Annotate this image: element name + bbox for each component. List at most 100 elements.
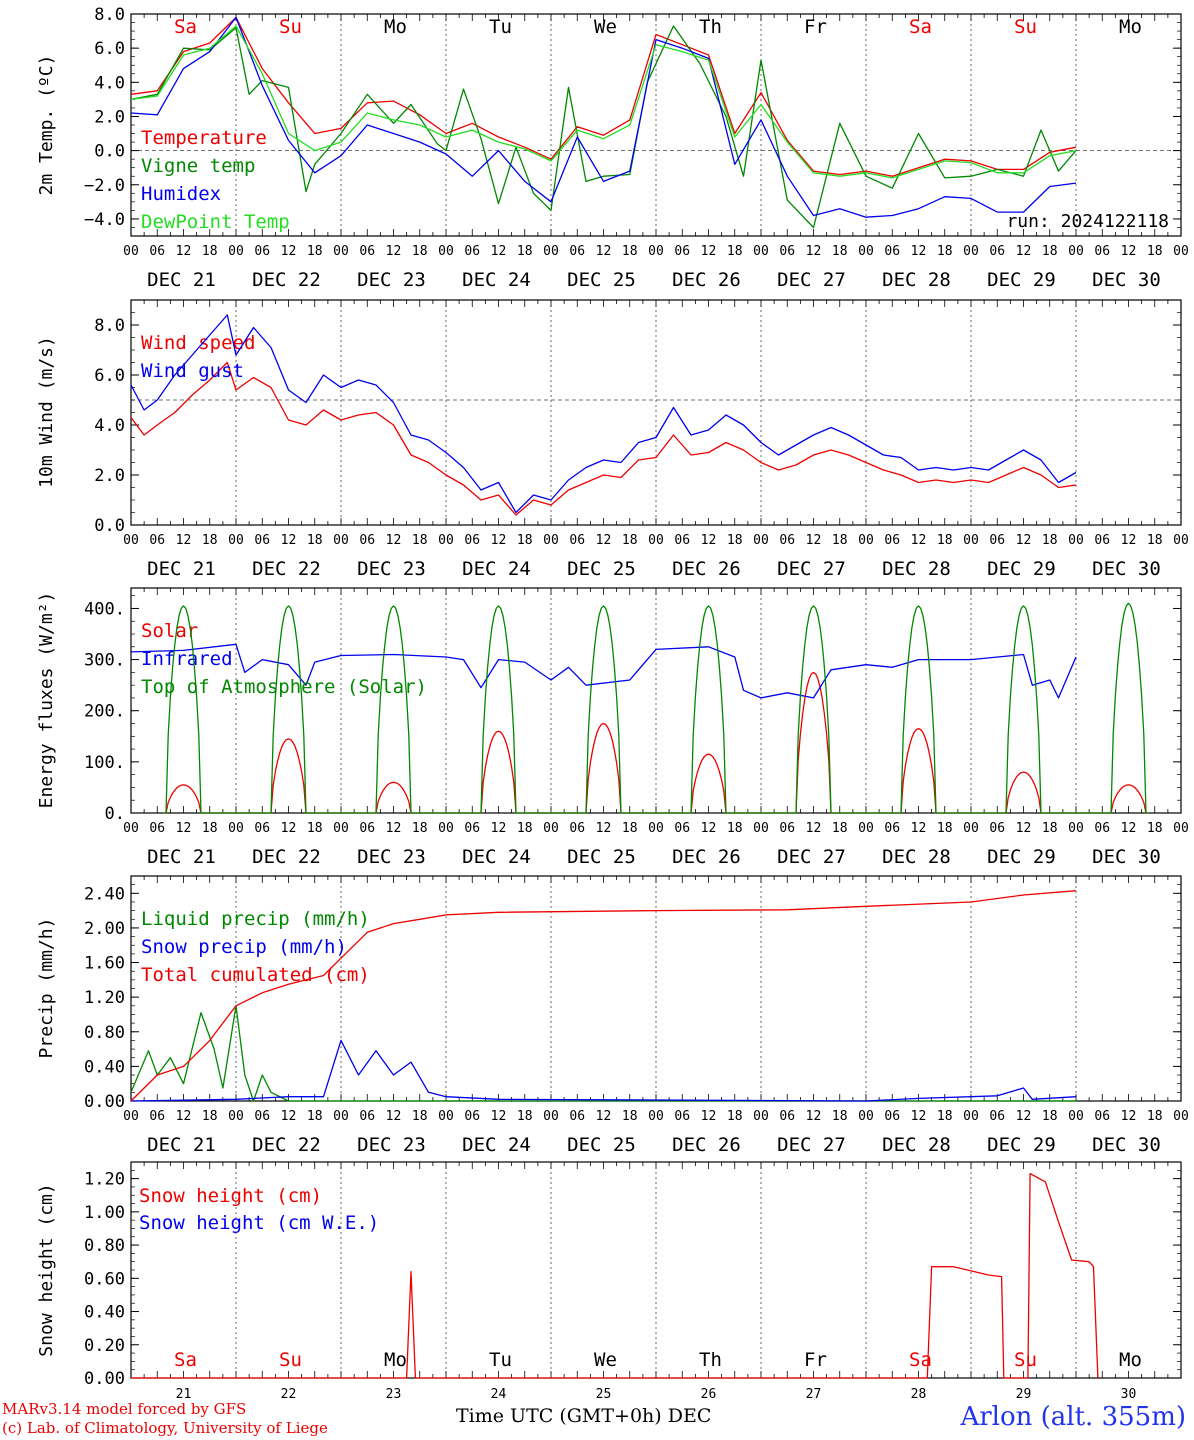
y-tick-label-snow: 1.20 — [84, 1170, 125, 1190]
x-hour-label-precip: 18 — [727, 1109, 743, 1124]
weekday-label-bottom: Sa — [174, 1349, 197, 1371]
legend-entry-snow-0: Snow height (cm) — [139, 1185, 322, 1207]
y-tick-label-snow: 0.40 — [84, 1303, 125, 1323]
x-hour-label-temp: 00 — [858, 244, 874, 259]
x-hour-label-precip: 12 — [491, 1109, 507, 1124]
day-number-label: 29 — [1016, 1387, 1032, 1402]
x-hour-label-temp: 00 — [333, 244, 349, 259]
x-hour-label-temp: 00 — [753, 244, 769, 259]
day-number-label: 24 — [491, 1387, 507, 1402]
x-date-label-precip: DEC 27 — [777, 1134, 846, 1156]
x-hour-label-temp: 12 — [1016, 244, 1032, 259]
y-tick-label-precip: 2.40 — [84, 884, 125, 904]
x-hour-label-wind: 12 — [701, 533, 717, 548]
x-hour-label-precip: 18 — [1042, 1109, 1058, 1124]
legend-entry-temp-0: Temperature — [141, 127, 267, 149]
x-hour-label-energy: 12 — [701, 821, 717, 836]
x-hour-label-energy: 06 — [989, 821, 1005, 836]
weekday-label-bottom: Mo — [384, 1349, 407, 1371]
x-date-label-wind: DEC 30 — [1092, 558, 1161, 580]
x-hour-label-wind: 06 — [884, 533, 900, 548]
footer-credit: (c) Lab. of Climatology, University of L… — [2, 1419, 328, 1437]
x-date-label-wind: DEC 23 — [357, 558, 426, 580]
x-hour-label-wind: 18 — [727, 533, 743, 548]
y-axis-label-precip: Precip (mm/h) — [36, 918, 57, 1059]
y-tick-label-precip: 1.60 — [84, 954, 125, 974]
x-hour-label-energy: 12 — [1121, 821, 1137, 836]
x-hour-label-wind: 00 — [333, 533, 349, 548]
y-tick-label-snow: 1.00 — [84, 1203, 125, 1223]
x-hour-label-wind: 00 — [123, 533, 139, 548]
footer-model: MARv3.14 model forced by GFS — [2, 1400, 247, 1418]
x-hour-label-temp: 00 — [543, 244, 559, 259]
x-hour-label-energy: 00 — [1068, 821, 1084, 836]
day-number-label: 21 — [176, 1387, 192, 1402]
x-hour-label-wind: 00 — [648, 533, 664, 548]
x-hour-label-temp: 06 — [149, 244, 165, 259]
x-hour-label-temp: 18 — [937, 244, 953, 259]
x-date-label-wind: DEC 22 — [252, 558, 321, 580]
x-hour-label-temp: 12 — [281, 244, 297, 259]
x-hour-label-temp: 06 — [1094, 244, 1110, 259]
x-hour-label-energy: 18 — [1147, 821, 1163, 836]
day-number-label: 22 — [281, 1387, 297, 1402]
x-hour-label-energy: 12 — [911, 821, 927, 836]
x-hour-label-wind: 12 — [176, 533, 192, 548]
x-hour-label-temp: 06 — [674, 244, 690, 259]
x-hour-label-wind: 18 — [832, 533, 848, 548]
x-hour-label-temp: 12 — [596, 244, 612, 259]
series-line-precip-1 — [130, 1039, 1077, 1102]
weekday-label-top: Su — [1014, 16, 1037, 38]
legend-entry-energy-2: Top of Atmosphere (Solar) — [141, 676, 427, 698]
series-line-energy-2 — [163, 602, 1149, 814]
x-hour-label-precip: 00 — [333, 1109, 349, 1124]
y-tick-label-temp: 0.0 — [94, 142, 125, 162]
weekday-label-top: Tu — [489, 16, 512, 38]
x-hour-label-wind: 00 — [438, 533, 454, 548]
x-hour-label-temp: 12 — [806, 244, 822, 259]
x-hour-label-energy: 06 — [464, 821, 480, 836]
x-hour-label-temp: 00 — [1173, 244, 1189, 259]
x-date-label-precip: DEC 21 — [147, 1134, 216, 1156]
x-hour-label-precip: 18 — [307, 1109, 323, 1124]
x-hour-label-precip: 18 — [1147, 1109, 1163, 1124]
x-hour-label-temp: 12 — [491, 244, 507, 259]
x-hour-label-precip: 00 — [1068, 1109, 1084, 1124]
x-hour-label-temp: 18 — [622, 244, 638, 259]
x-date-label-temp: DEC 26 — [672, 269, 741, 291]
series-line-temp-0 — [130, 16, 1077, 177]
x-hour-label-wind: 18 — [412, 533, 428, 548]
y-tick-label-temp: 2.0 — [94, 107, 125, 127]
y-tick-label-precip: 2.00 — [84, 919, 125, 939]
y-tick-label-energy: 300. — [84, 651, 125, 671]
x-hour-label-energy: 06 — [1094, 821, 1110, 836]
x-hour-label-temp: 18 — [412, 244, 428, 259]
x-axis-label-month: DEC — [667, 1405, 712, 1427]
x-date-label-wind: DEC 27 — [777, 558, 846, 580]
x-hour-label-energy: 18 — [937, 821, 953, 836]
x-date-label-wind: DEC 26 — [672, 558, 741, 580]
legend-entry-temp-2: Humidex — [141, 183, 221, 205]
x-hour-label-energy: 18 — [727, 821, 743, 836]
y-tick-label-wind: 0.0 — [94, 516, 125, 536]
x-hour-label-temp: 12 — [701, 244, 717, 259]
x-hour-label-precip: 06 — [569, 1109, 585, 1124]
x-hour-label-wind: 12 — [386, 533, 402, 548]
weekday-label-bottom: Su — [279, 1349, 302, 1371]
weekday-label-top: Th — [699, 16, 722, 38]
x-hour-label-energy: 12 — [176, 821, 192, 836]
y-tick-label-temp: −2.0 — [84, 176, 125, 196]
x-hour-label-precip: 18 — [202, 1109, 218, 1124]
x-hour-label-wind: 12 — [596, 533, 612, 548]
x-hour-label-precip: 12 — [386, 1109, 402, 1124]
legend-entry-wind-1: Wind gust — [141, 360, 244, 382]
x-hour-label-precip: 06 — [884, 1109, 900, 1124]
x-hour-label-temp: 12 — [1121, 244, 1137, 259]
x-hour-label-temp: 06 — [464, 244, 480, 259]
x-date-label-wind: DEC 25 — [567, 558, 636, 580]
x-hour-label-energy: 00 — [228, 821, 244, 836]
x-date-label-energy: DEC 23 — [357, 846, 426, 868]
x-hour-label-temp: 18 — [307, 244, 323, 259]
x-date-label-precip: DEC 28 — [882, 1134, 951, 1156]
x-date-label-energy: DEC 22 — [252, 846, 321, 868]
